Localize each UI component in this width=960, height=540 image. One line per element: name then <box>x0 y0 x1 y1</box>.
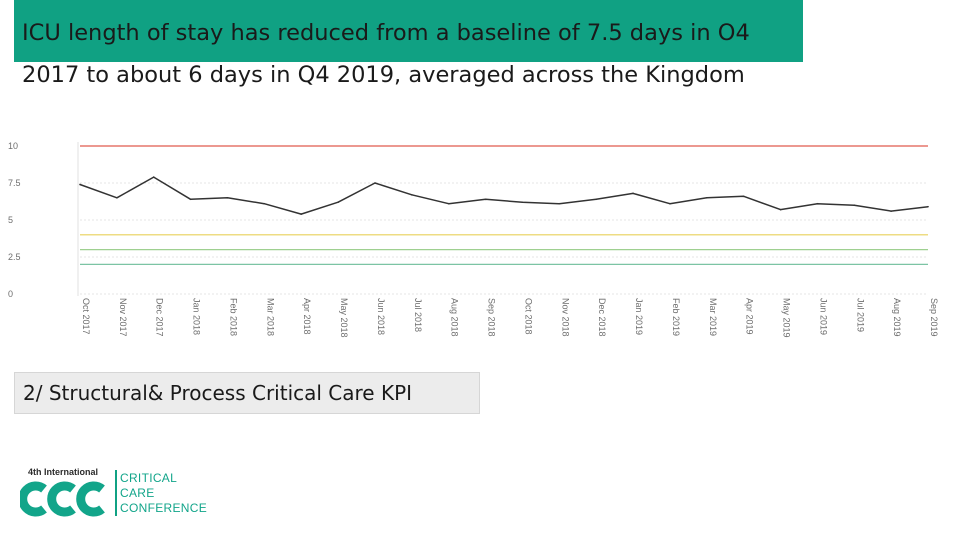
data-point <box>411 194 413 196</box>
y-tick-label: 7.5 <box>8 178 21 188</box>
x-tick-label: Aug 2018 <box>450 298 460 337</box>
x-tick-label: Dec 2017 <box>155 298 165 337</box>
x-tick-label: Mar 2018 <box>265 298 275 336</box>
data-point <box>521 201 524 204</box>
logo-word-conference: CONFERENCE <box>120 501 208 515</box>
chart-grid <box>77 142 928 296</box>
data-point <box>116 197 118 199</box>
x-tick-label: Mar 2019 <box>708 298 718 336</box>
data-point <box>337 201 339 204</box>
x-tick-label: Jun 2019 <box>818 298 828 335</box>
data-point <box>152 176 155 178</box>
ccc-logo-icon <box>20 481 105 517</box>
x-tick-label: Dec 2018 <box>597 298 607 337</box>
x-tick-label: Oct 2017 <box>81 298 91 335</box>
x-tick-label: May 2019 <box>782 298 792 338</box>
data-point <box>669 202 671 205</box>
y-tick-label: 0 <box>8 289 13 299</box>
data-point <box>263 202 266 205</box>
data-point <box>890 210 892 212</box>
conference-logo: 4th International CRITICAL CARE CONFEREN… <box>20 464 220 520</box>
title-line-1: ICU length of stay has reduced from a ba… <box>22 20 750 46</box>
x-tick-label: Sep 2018 <box>487 298 497 337</box>
x-tick-label: Feb 2018 <box>228 298 238 336</box>
data-point <box>79 183 81 186</box>
data-point <box>558 202 561 205</box>
x-tick-label: Apr 2019 <box>745 298 755 335</box>
data-point <box>853 204 856 206</box>
logo-word-care: CARE <box>120 486 155 500</box>
data-point <box>705 197 708 199</box>
data-point <box>779 208 782 211</box>
x-tick-label: Apr 2018 <box>302 298 312 335</box>
data-point <box>300 213 303 215</box>
data-point <box>374 182 376 184</box>
data-point <box>484 198 487 201</box>
x-tick-label: May 2018 <box>339 298 349 338</box>
data-point <box>632 192 634 195</box>
data-point <box>226 197 229 199</box>
data-point <box>189 198 192 201</box>
title-highlight-bar <box>14 0 803 62</box>
series-line <box>79 176 929 215</box>
data-point <box>927 205 929 208</box>
x-tick-label: Nov 2017 <box>118 298 128 337</box>
logo-edition: 4th International <box>28 467 99 477</box>
kpi-caption: 2/ Structural& Process Critical Care KPI <box>23 381 413 405</box>
title-line-2: 2017 to about 6 days in Q4 2019, average… <box>22 62 745 88</box>
reference-lines <box>80 145 928 265</box>
x-tick-label: Jun 2018 <box>376 298 386 335</box>
logo-word-critical: CRITICAL <box>120 471 178 485</box>
x-tick-label: Nov 2018 <box>560 298 570 337</box>
data-point <box>816 202 819 205</box>
x-tick-label: Jan 2018 <box>192 298 202 335</box>
slide-title: ICU length of stay has reduced from a ba… <box>22 12 922 96</box>
kpi-caption-box: 2/ Structural& Process Critical Care KPI <box>14 372 480 414</box>
series-layer <box>79 176 929 215</box>
x-tick-label: Oct 2018 <box>523 298 533 335</box>
x-tick-label: Sep 2019 <box>929 298 939 337</box>
x-tick-labels: Oct 2017 Nov 2017 Dec 2017 Jan 2018 Feb 2018… <box>81 298 939 338</box>
x-tick-label: Aug 2019 <box>892 298 902 337</box>
logo-divider <box>115 470 117 516</box>
los-line-chart: 0 2.5 5 7.5 10 Oct 2017 Nov 2017 Dec 2017 Jan 2… <box>8 141 939 338</box>
x-tick-label: Jul 2018 <box>413 298 423 332</box>
x-tick-label: Jan 2019 <box>634 298 644 335</box>
y-tick-label: 5 <box>8 215 13 225</box>
y-tick-labels: 0 2.5 5 7.5 10 <box>8 141 21 299</box>
x-tick-label: Feb 2019 <box>671 298 681 336</box>
x-tick-label: Jul 2019 <box>855 298 865 332</box>
data-point <box>595 198 597 201</box>
data-point <box>447 202 450 205</box>
y-tick-label: 2.5 <box>8 252 21 262</box>
data-point <box>742 195 745 198</box>
y-tick-label: 10 <box>8 141 18 151</box>
